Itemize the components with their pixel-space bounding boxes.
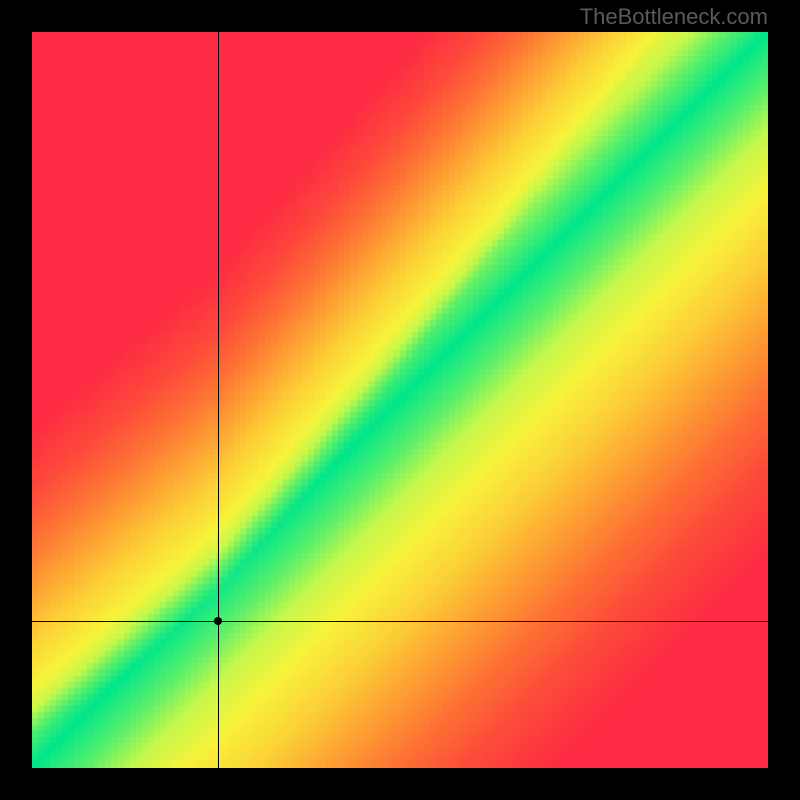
heatmap-canvas: [32, 32, 768, 768]
crosshair-vertical: [218, 32, 219, 768]
crosshair-marker: [214, 617, 222, 625]
crosshair-horizontal: [32, 621, 768, 622]
attribution-label: TheBottleneck.com: [580, 4, 768, 30]
bottleneck-heatmap: [32, 32, 768, 768]
